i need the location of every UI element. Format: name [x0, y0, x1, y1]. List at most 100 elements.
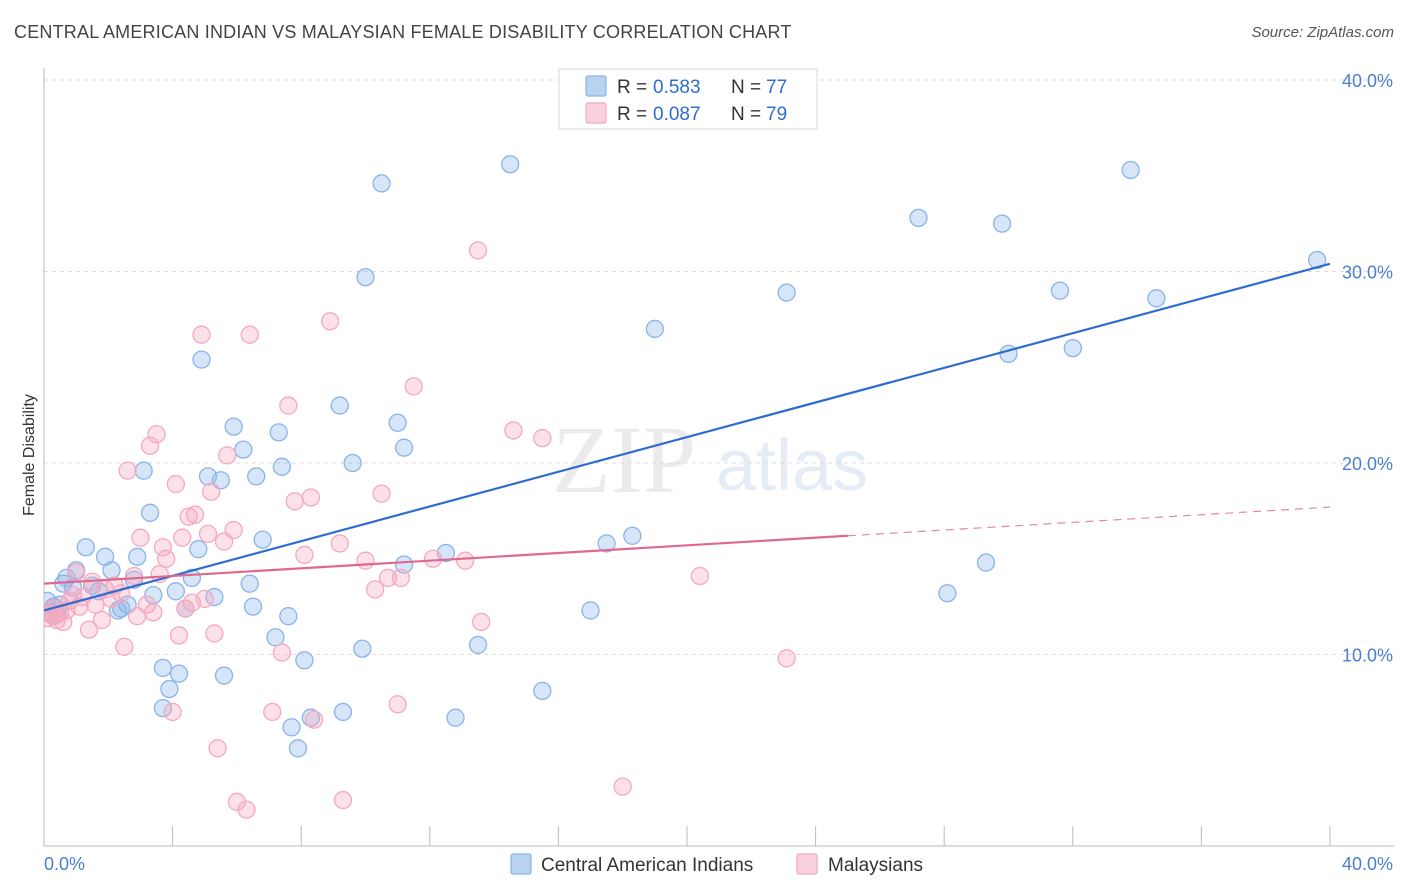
legend-n-label-2: N = — [731, 104, 761, 125]
series-points-1 — [44, 241, 796, 819]
data-point — [645, 319, 664, 339]
source-credit: Source: ZipAtlas.com — [1251, 24, 1394, 41]
watermark: ZIP atlas — [552, 406, 868, 513]
data-point — [456, 551, 475, 570]
data-point — [295, 651, 314, 670]
data-points — [44, 155, 1327, 819]
chart-title: CENTRAL AMERICAN INDIAN VS MALAYSIAN FEM… — [14, 22, 792, 42]
data-point — [263, 702, 282, 722]
data-point — [1147, 289, 1166, 308]
data-point — [378, 568, 398, 588]
data-point — [153, 538, 173, 557]
trend-line-1 — [43, 534, 848, 585]
legend-swatch-pink — [585, 102, 607, 124]
tick-labels: 10.0% 20.0% 30.0% 40.0% 0.0% 40.0% — [44, 71, 1393, 874]
data-point — [333, 702, 353, 722]
data-point — [391, 568, 411, 588]
data-point — [134, 461, 153, 480]
data-point — [205, 624, 224, 643]
data-point — [192, 350, 211, 369]
data-point — [613, 777, 632, 796]
y-tick-label: 10.0% — [1342, 646, 1393, 666]
data-point — [301, 488, 320, 507]
y-tick-label: 40.0% — [1342, 71, 1393, 91]
data-point — [243, 597, 263, 616]
data-point — [468, 635, 488, 655]
data-point — [394, 555, 414, 574]
series-label-malaysians: Malaysians — [828, 855, 923, 876]
data-point — [153, 698, 173, 718]
data-point — [115, 637, 134, 656]
data-point — [237, 800, 256, 819]
data-point — [394, 438, 414, 457]
y-axis-label: Female Disability — [21, 394, 38, 516]
data-point — [353, 639, 372, 658]
data-point — [224, 417, 243, 436]
data-point — [372, 174, 391, 193]
data-point — [92, 610, 112, 630]
data-point — [501, 155, 520, 174]
data-point — [189, 540, 208, 559]
data-point — [169, 626, 189, 645]
data-point — [533, 681, 552, 701]
data-point — [147, 425, 166, 444]
data-point — [468, 241, 488, 260]
data-point — [179, 507, 198, 526]
data-point — [282, 718, 301, 737]
data-point — [356, 268, 375, 287]
data-point — [102, 561, 121, 580]
data-point — [140, 436, 160, 455]
legend-r-value-1: 0.583 — [653, 77, 701, 98]
data-point — [227, 792, 247, 812]
y-tick-label: 20.0% — [1342, 454, 1393, 474]
data-point — [128, 547, 147, 566]
series-swatch-malaysians — [796, 853, 818, 875]
data-point — [208, 739, 227, 758]
data-point — [131, 528, 150, 547]
data-point — [777, 649, 796, 668]
axes — [43, 68, 1394, 847]
data-point — [76, 538, 95, 557]
data-point — [153, 658, 173, 678]
data-point — [388, 413, 407, 432]
legend-r-value-2: 0.087 — [653, 104, 701, 125]
series-legend: Central American Indians Malaysians — [510, 853, 923, 876]
data-point — [533, 428, 552, 448]
data-point — [234, 440, 253, 459]
data-point — [173, 528, 192, 547]
data-point — [269, 423, 288, 442]
data-point — [909, 208, 928, 228]
data-point — [423, 549, 443, 568]
data-point — [333, 790, 353, 810]
series-swatch-central-american-indians — [510, 853, 532, 875]
data-point — [504, 421, 523, 440]
trend-lines — [43, 262, 1331, 612]
data-point — [285, 492, 304, 511]
data-point — [623, 526, 642, 545]
data-point — [224, 520, 243, 540]
data-point — [140, 503, 160, 522]
data-point — [976, 553, 996, 572]
data-point — [266, 628, 285, 647]
data-point — [247, 467, 266, 486]
data-point — [198, 524, 218, 544]
trend-line-dashed-1 — [847, 506, 1331, 537]
data-point — [272, 643, 292, 662]
data-point — [777, 283, 796, 302]
data-point — [124, 566, 144, 586]
data-point — [54, 612, 73, 632]
data-point — [160, 679, 179, 699]
data-point — [108, 601, 128, 620]
data-point — [67, 563, 86, 582]
data-point — [304, 710, 324, 729]
legend-r-label-1: R = — [617, 77, 647, 98]
data-point — [365, 580, 385, 599]
data-point — [446, 708, 465, 727]
y-tick-label: 30.0% — [1342, 263, 1393, 283]
data-point — [157, 549, 176, 568]
data-point — [195, 589, 214, 609]
x-tick-label-max: 40.0% — [1342, 854, 1393, 874]
data-point — [163, 702, 182, 722]
data-point — [938, 584, 957, 603]
